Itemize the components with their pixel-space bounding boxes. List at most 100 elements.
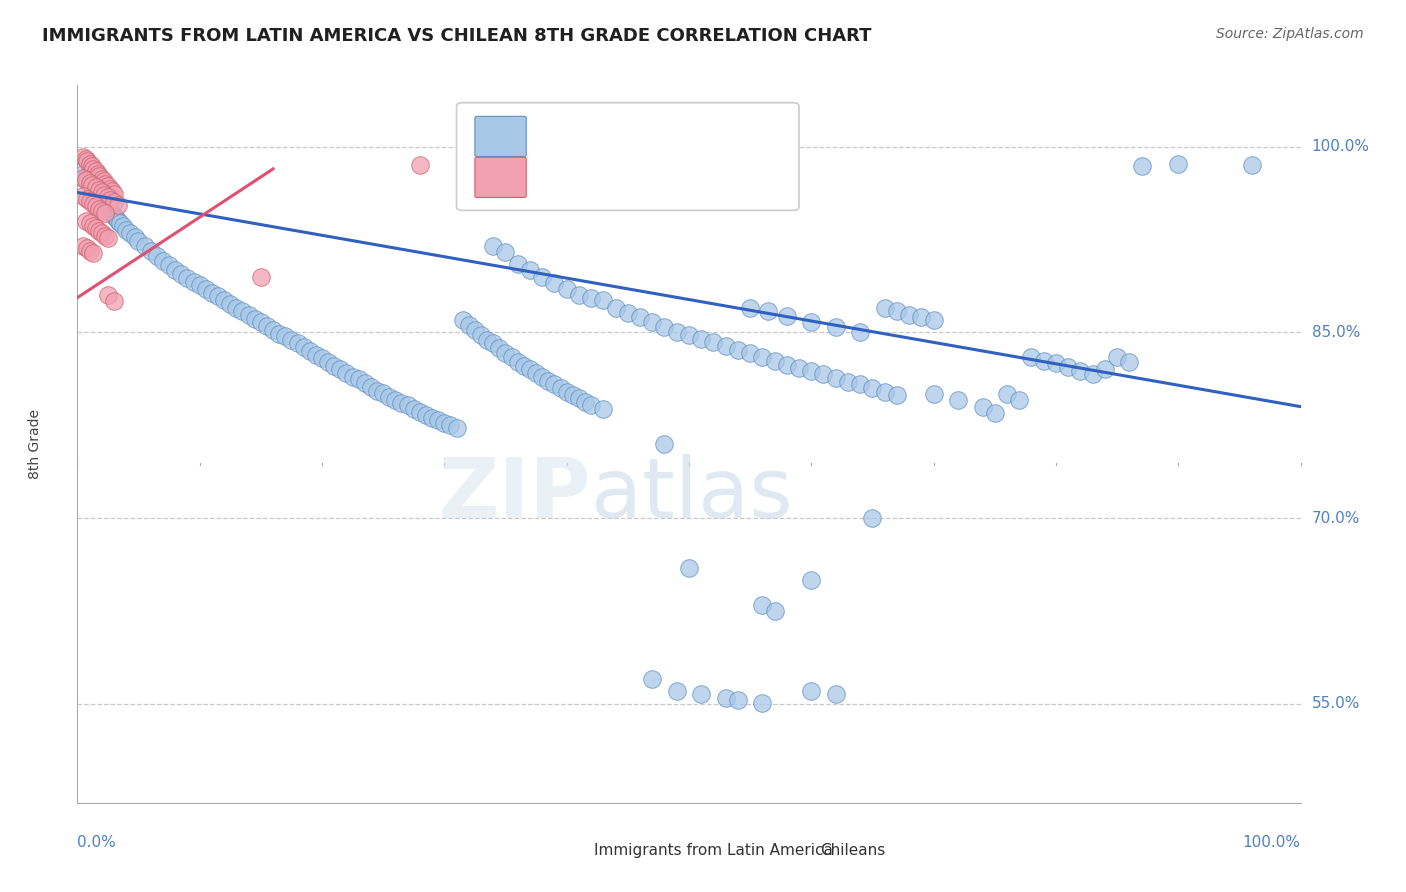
Point [105,211,128,226]
Point [100,206,122,220]
Point [225,301,247,315]
Point [641,315,664,329]
Point [800,315,823,329]
Point [427,413,450,427]
Point [813,368,835,382]
Point [378,390,401,404]
Point [298,343,321,358]
Point [280,333,302,347]
Point [972,400,994,414]
Point [524,366,547,380]
FancyBboxPatch shape [540,835,583,865]
Point [371,386,394,401]
Text: ZIP: ZIP [439,453,591,534]
Text: IMMIGRANTS FROM LATIN AMERICA VS CHILEAN 8TH GRADE CORRELATION CHART: IMMIGRANTS FROM LATIN AMERICA VS CHILEAN… [42,27,872,45]
Point [531,269,554,284]
Point [714,690,737,705]
Text: Chileans: Chileans [820,843,884,858]
Point [568,391,591,405]
Point [446,420,468,434]
Point [93,196,115,211]
Point [84,164,107,178]
Point [72,189,94,203]
Point [76,174,98,188]
Point [75,170,97,185]
Point [1130,160,1153,174]
Point [79,177,101,191]
Point [1107,350,1129,364]
Point [550,381,572,395]
Point [574,394,596,409]
Point [98,193,121,207]
Point [555,384,578,399]
Point [90,171,112,186]
Point [665,326,688,340]
Point [531,370,554,384]
Text: 85.0%: 85.0% [1312,325,1360,340]
Point [506,355,529,369]
Point [72,238,94,252]
Point [89,224,111,238]
Point [740,301,762,315]
Point [274,329,297,343]
Point [464,323,486,337]
Point [80,160,103,174]
FancyBboxPatch shape [766,835,810,865]
Point [316,355,339,369]
Point [898,308,921,322]
Point [90,186,112,200]
Point [111,219,134,233]
Point [94,199,117,213]
Point [108,216,131,230]
Point [94,177,117,191]
Point [98,204,121,219]
Point [654,320,676,334]
Point [1021,350,1043,364]
Point [415,409,437,423]
Point [849,326,872,340]
Point [409,404,432,418]
Point [862,511,884,525]
Point [207,289,229,303]
Point [347,372,370,386]
Point [183,275,205,289]
Point [886,388,908,402]
Point [107,198,129,212]
Point [82,219,104,233]
Point [482,238,505,252]
Point [292,340,315,354]
Point [751,598,773,612]
Point [482,336,505,351]
Point [97,231,120,245]
Point [714,339,737,353]
Point [519,362,541,376]
Point [100,184,122,198]
Point [170,267,193,281]
Point [76,241,98,255]
Point [391,396,413,410]
Point [84,221,107,235]
Point [80,178,103,192]
Point [90,204,112,219]
Point [787,361,810,376]
Point [323,359,346,373]
Point [75,173,97,187]
Point [946,393,969,408]
Point [262,323,284,337]
Point [139,244,162,258]
Point [79,176,101,190]
Point [97,190,120,204]
Point [922,313,945,327]
Text: Source: ZipAtlas.com: Source: ZipAtlas.com [1216,27,1364,41]
Point [654,436,676,450]
Point [568,288,591,302]
Point [90,194,112,208]
Point [82,161,104,176]
Point [1057,359,1080,374]
Text: N = 149: N = 149 [679,128,748,145]
Point [396,398,419,412]
Text: 8th Grade: 8th Grade [28,409,42,479]
Point [506,257,529,271]
Point [849,377,872,392]
Point [97,202,120,216]
